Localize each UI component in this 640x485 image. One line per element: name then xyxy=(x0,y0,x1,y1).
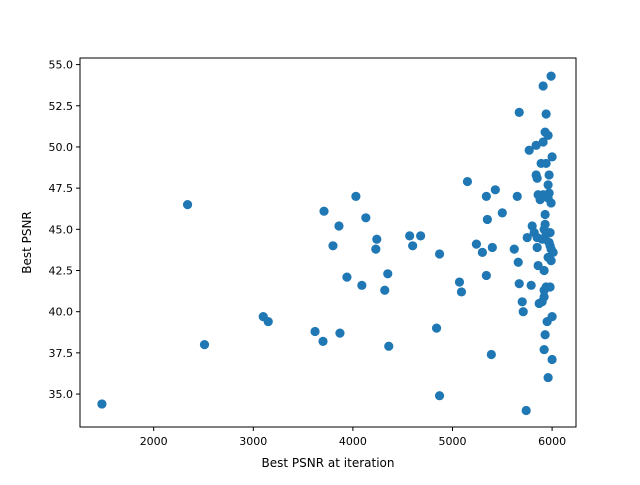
data-point xyxy=(384,341,394,351)
y-tick-label: 47.5 xyxy=(49,182,74,195)
data-point xyxy=(342,272,352,282)
x-tick-label: 2000 xyxy=(140,435,168,448)
data-point xyxy=(546,256,556,266)
data-point xyxy=(548,247,558,257)
data-point xyxy=(456,287,467,297)
data-point xyxy=(539,344,549,355)
data-point xyxy=(540,209,550,220)
data-point xyxy=(481,191,491,201)
y-axis-label: Best PSNR xyxy=(20,211,34,274)
data-point xyxy=(310,326,320,337)
data-point xyxy=(182,200,193,210)
data-point xyxy=(538,137,548,147)
x-tick-label: 3000 xyxy=(239,435,267,448)
data-point xyxy=(462,176,473,187)
data-point xyxy=(357,280,367,290)
data-point xyxy=(383,269,393,279)
data-point xyxy=(540,219,550,229)
data-point xyxy=(416,231,426,241)
data-point xyxy=(319,206,329,216)
data-point xyxy=(545,282,555,292)
data-point xyxy=(514,107,524,117)
data-point xyxy=(372,234,382,244)
data-point xyxy=(526,280,536,290)
data-point xyxy=(334,221,344,231)
x-axis-ticks: 2000 3000 4000 5000 6000 xyxy=(140,427,566,448)
data-point xyxy=(543,180,553,190)
y-axis-ticks: 35.0 37.5 40.0 42.5 45.0 47.5 50.0 52.5 55.0 xyxy=(49,59,80,401)
data-point xyxy=(477,247,487,257)
data-point xyxy=(517,297,527,307)
data-point xyxy=(522,232,532,243)
data-point xyxy=(545,228,555,238)
y-tick-label: 45.0 xyxy=(49,223,74,236)
data-point xyxy=(371,244,381,254)
data-point xyxy=(509,244,519,254)
y-tick-label: 40.0 xyxy=(49,306,74,319)
plot-frame xyxy=(79,57,577,428)
data-point xyxy=(538,81,548,91)
data-point xyxy=(490,185,500,195)
data-point xyxy=(532,173,542,183)
data-point xyxy=(380,285,390,295)
data-point xyxy=(431,323,442,333)
data-point xyxy=(546,198,556,208)
data-point xyxy=(481,270,491,281)
points-layer xyxy=(97,71,558,416)
data-point xyxy=(539,265,549,276)
x-tick-label: 5000 xyxy=(438,435,466,448)
data-point xyxy=(541,109,551,119)
data-point xyxy=(263,316,273,327)
data-point xyxy=(361,213,371,223)
y-tick-label: 42.5 xyxy=(49,265,74,278)
data-point xyxy=(547,354,557,365)
data-point xyxy=(546,71,556,81)
data-point xyxy=(497,208,507,218)
data-point xyxy=(547,152,557,162)
data-point xyxy=(487,242,497,253)
y-tick-label: 55.0 xyxy=(49,59,74,72)
data-point xyxy=(547,312,557,322)
data-point xyxy=(486,349,496,360)
data-point xyxy=(544,170,554,180)
data-point xyxy=(328,241,338,251)
data-point xyxy=(531,140,541,150)
y-tick-label: 37.5 xyxy=(49,347,74,360)
x-axis-label: Best PSNR at iteration xyxy=(262,456,395,470)
data-point xyxy=(471,239,481,249)
data-point xyxy=(512,191,522,201)
y-tick-label: 35.0 xyxy=(49,388,74,401)
data-point xyxy=(434,391,445,401)
data-point xyxy=(544,188,554,198)
data-point xyxy=(97,399,107,409)
data-point xyxy=(199,340,210,350)
x-tick-label: 6000 xyxy=(538,435,566,448)
y-tick-label: 50.0 xyxy=(49,141,74,154)
data-point xyxy=(405,231,415,241)
data-point xyxy=(513,257,523,267)
y-tick-label: 52.5 xyxy=(49,100,74,113)
data-point xyxy=(541,158,551,169)
data-point xyxy=(482,214,492,225)
data-point xyxy=(351,191,361,201)
data-point xyxy=(518,307,528,317)
data-point xyxy=(335,328,345,338)
data-point xyxy=(532,242,542,253)
data-point xyxy=(521,405,531,416)
data-point xyxy=(408,241,418,251)
data-point xyxy=(434,249,445,259)
data-point xyxy=(514,279,524,289)
data-point xyxy=(543,372,553,383)
data-point xyxy=(454,277,465,287)
data-point xyxy=(543,130,553,141)
data-point xyxy=(539,292,549,302)
data-point xyxy=(318,336,328,346)
data-point xyxy=(540,330,550,340)
data-point xyxy=(524,145,534,155)
x-tick-label: 4000 xyxy=(339,435,367,448)
